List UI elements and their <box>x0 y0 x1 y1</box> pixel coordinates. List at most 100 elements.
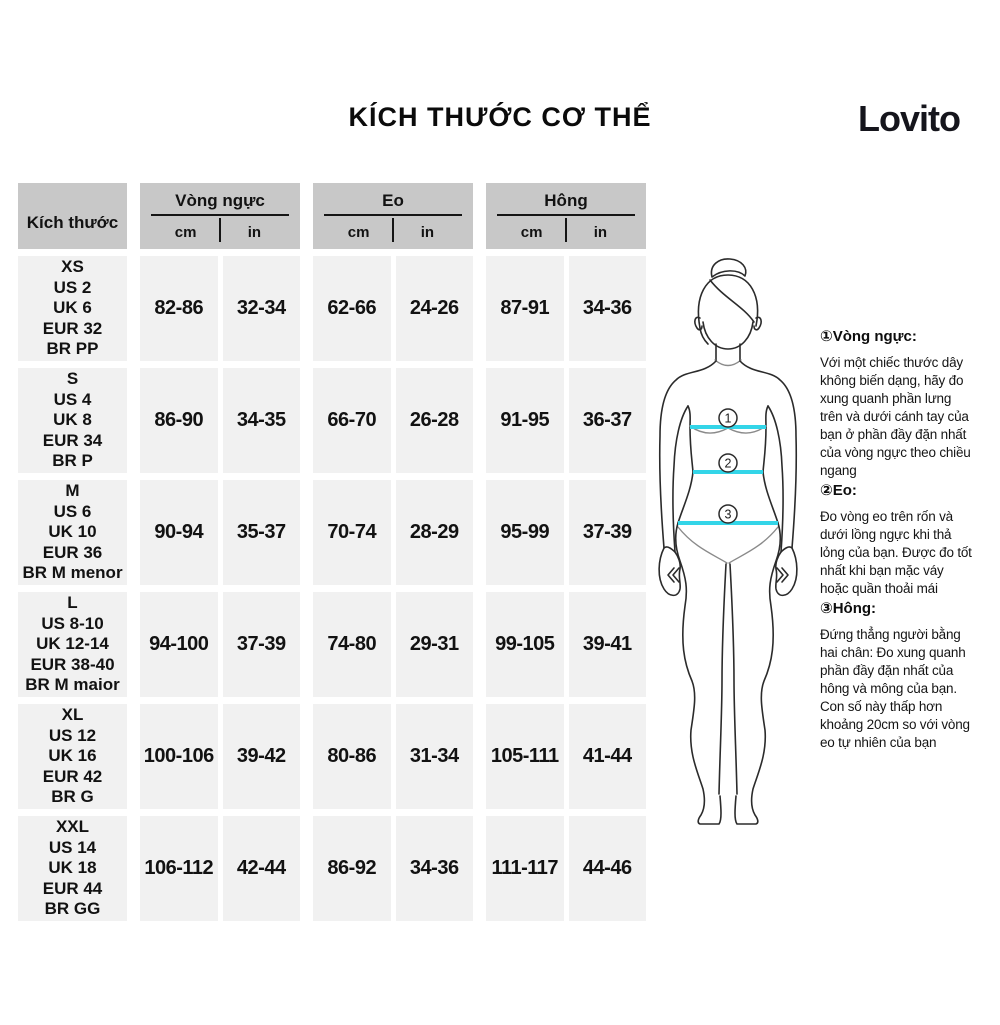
measurement-cell: 24-26 <box>395 256 473 361</box>
marker-2-circle <box>718 453 738 473</box>
marker-1-circle <box>718 408 738 428</box>
right-hand-fingers <box>776 567 789 583</box>
measurement-cell: 91-95 <box>486 368 564 473</box>
size-row-label: XL US 12 UK 16 EUR 42 BR G <box>18 704 127 809</box>
measurement-cell: 28-29 <box>395 480 473 585</box>
unit-cm: cm <box>174 224 197 241</box>
left-leg-inner <box>718 563 727 795</box>
bust-instruction-block: ①Vòng ngực: Với một chiếc thước dây khôn… <box>820 327 972 480</box>
measurement-cell: 66-70 <box>313 368 391 473</box>
size-row-label: L US 8-10 UK 12-14 EUR 38-40 BR M maior <box>18 592 127 697</box>
measurement-cell: 36-37 <box>568 368 646 473</box>
underwear-line <box>677 526 779 564</box>
header-divider-line <box>497 214 635 216</box>
hip-instruction-heading: ③Hông: <box>820 600 877 617</box>
right-arm-outer <box>739 360 798 549</box>
table-row-hip: 105-111 41-44 <box>486 704 646 809</box>
body-measurement-diagram: 1 2 3 <box>658 258 798 825</box>
neck <box>715 343 741 362</box>
hip-label: Hông <box>544 191 588 210</box>
measurement-cell: 29-31 <box>395 592 473 697</box>
left-hand-fingers <box>667 567 680 583</box>
measurement-cell: 82-86 <box>140 256 218 361</box>
measurement-cell: 106-112 <box>140 816 218 921</box>
header-divider-line <box>324 214 462 216</box>
measurement-cell: 39-41 <box>568 592 646 697</box>
table-row-hip: 111-117 44-46 <box>486 816 646 921</box>
unit-cm: cm <box>520 224 543 241</box>
table-row-hip: 99-105 39-41 <box>486 592 646 697</box>
table-row-waist: 86-92 34-36 <box>313 816 473 921</box>
measurement-cell: 37-39 <box>568 480 646 585</box>
measurement-cell: 86-92 <box>313 816 391 921</box>
measurement-cell: 32-34 <box>222 256 300 361</box>
marker-3-number: 3 <box>725 508 732 522</box>
measurement-cell: 74-80 <box>313 592 391 697</box>
neck-base <box>714 359 742 367</box>
measurement-cell: 70-74 <box>313 480 391 585</box>
measurement-cell: 42-44 <box>222 816 300 921</box>
lovito-logo: Lovito <box>858 98 961 139</box>
table-row-hip: 91-95 36-37 <box>486 368 646 473</box>
table-row-hip: 87-91 34-36 <box>486 256 646 361</box>
hair-outline <box>697 274 759 329</box>
marker-1-number: 1 <box>725 412 732 426</box>
measurement-cell: 39-42 <box>222 704 300 809</box>
waist-column-header: Eo cm in <box>313 183 473 249</box>
table-row-hip: 95-99 37-39 <box>486 480 646 585</box>
table-row-bust: 82-86 32-34 <box>140 256 300 361</box>
measurement-cell: 86-90 <box>140 368 218 473</box>
measurement-cell: 41-44 <box>568 704 646 809</box>
bust-units: cm in <box>151 216 289 249</box>
table-row-bust: 94-100 37-39 <box>140 592 300 697</box>
measurement-cell: 90-94 <box>140 480 218 585</box>
marker-3-circle <box>718 504 738 524</box>
table-row-waist: 62-66 24-26 <box>313 256 473 361</box>
table-row-bust: 100-106 39-42 <box>140 704 300 809</box>
size-row-label: XXL US 14 UK 18 EUR 44 BR GG <box>18 816 127 921</box>
unit-in: in <box>247 224 262 241</box>
right-leg-outer <box>734 522 781 825</box>
measurement-cell: 35-37 <box>222 480 300 585</box>
waist-label: Eo <box>382 191 404 210</box>
table-row-waist: 70-74 28-29 <box>313 480 473 585</box>
waist-instruction-text: Đo vòng eo trên rốn và dưới lồng ngực kh… <box>820 509 972 596</box>
size-row-label: XS US 2 UK 6 EUR 32 BR PP <box>18 256 127 361</box>
left-arm-inner <box>672 405 689 553</box>
measurement-cell: 87-91 <box>486 256 564 361</box>
table-row-waist: 74-80 29-31 <box>313 592 473 697</box>
hip-instruction-block: ③Hông: Đứng thẳng người bằng hai chân: Đ… <box>820 599 972 752</box>
torso-left <box>677 405 694 524</box>
hair-bun <box>710 258 747 278</box>
measurement-cell: 44-46 <box>568 816 646 921</box>
unit-in: in <box>593 224 608 241</box>
unit-cm: cm <box>347 224 370 241</box>
measurement-cell: 34-36 <box>395 816 473 921</box>
header-divider-line <box>151 214 289 216</box>
torso-right <box>762 405 779 524</box>
measurement-cell: 95-99 <box>486 480 564 585</box>
page-title: KÍCH THƯỚC CƠ THỂ <box>348 102 652 132</box>
measurement-cell: 100-106 <box>140 704 218 809</box>
size-table: Kích thước Vòng ngực cm in Eo cm in Hông… <box>18 183 646 921</box>
hip-instruction-text: Đứng thẳng người bằng hai chân: Đo xung … <box>820 627 970 750</box>
measurement-cell: 80-86 <box>313 704 391 809</box>
right-leg-inner <box>729 563 738 795</box>
right-arm-inner <box>767 405 784 553</box>
measurement-cell: 31-34 <box>395 704 473 809</box>
bust-label: Vòng ngực <box>175 191 265 210</box>
waist-instruction-block: ②Eo: Đo vòng eo trên rốn và dưới lồng ng… <box>820 481 972 598</box>
bust-column-header: Vòng ngực cm in <box>140 183 300 249</box>
measurement-cell: 94-100 <box>140 592 218 697</box>
hip-column-header: Hông cm in <box>486 183 646 249</box>
measurement-cell: 34-36 <box>568 256 646 361</box>
table-row-waist: 80-86 31-34 <box>313 704 473 809</box>
left-arm-outer <box>658 360 717 549</box>
hair-sweep <box>709 279 755 323</box>
measurement-cell: 26-28 <box>395 368 473 473</box>
left-ear <box>694 316 703 331</box>
measurement-cell: 99-105 <box>486 592 564 697</box>
waist-instruction-heading: ②Eo: <box>820 482 857 499</box>
measurement-cell: 37-39 <box>222 592 300 697</box>
left-leg-outer <box>675 522 722 825</box>
